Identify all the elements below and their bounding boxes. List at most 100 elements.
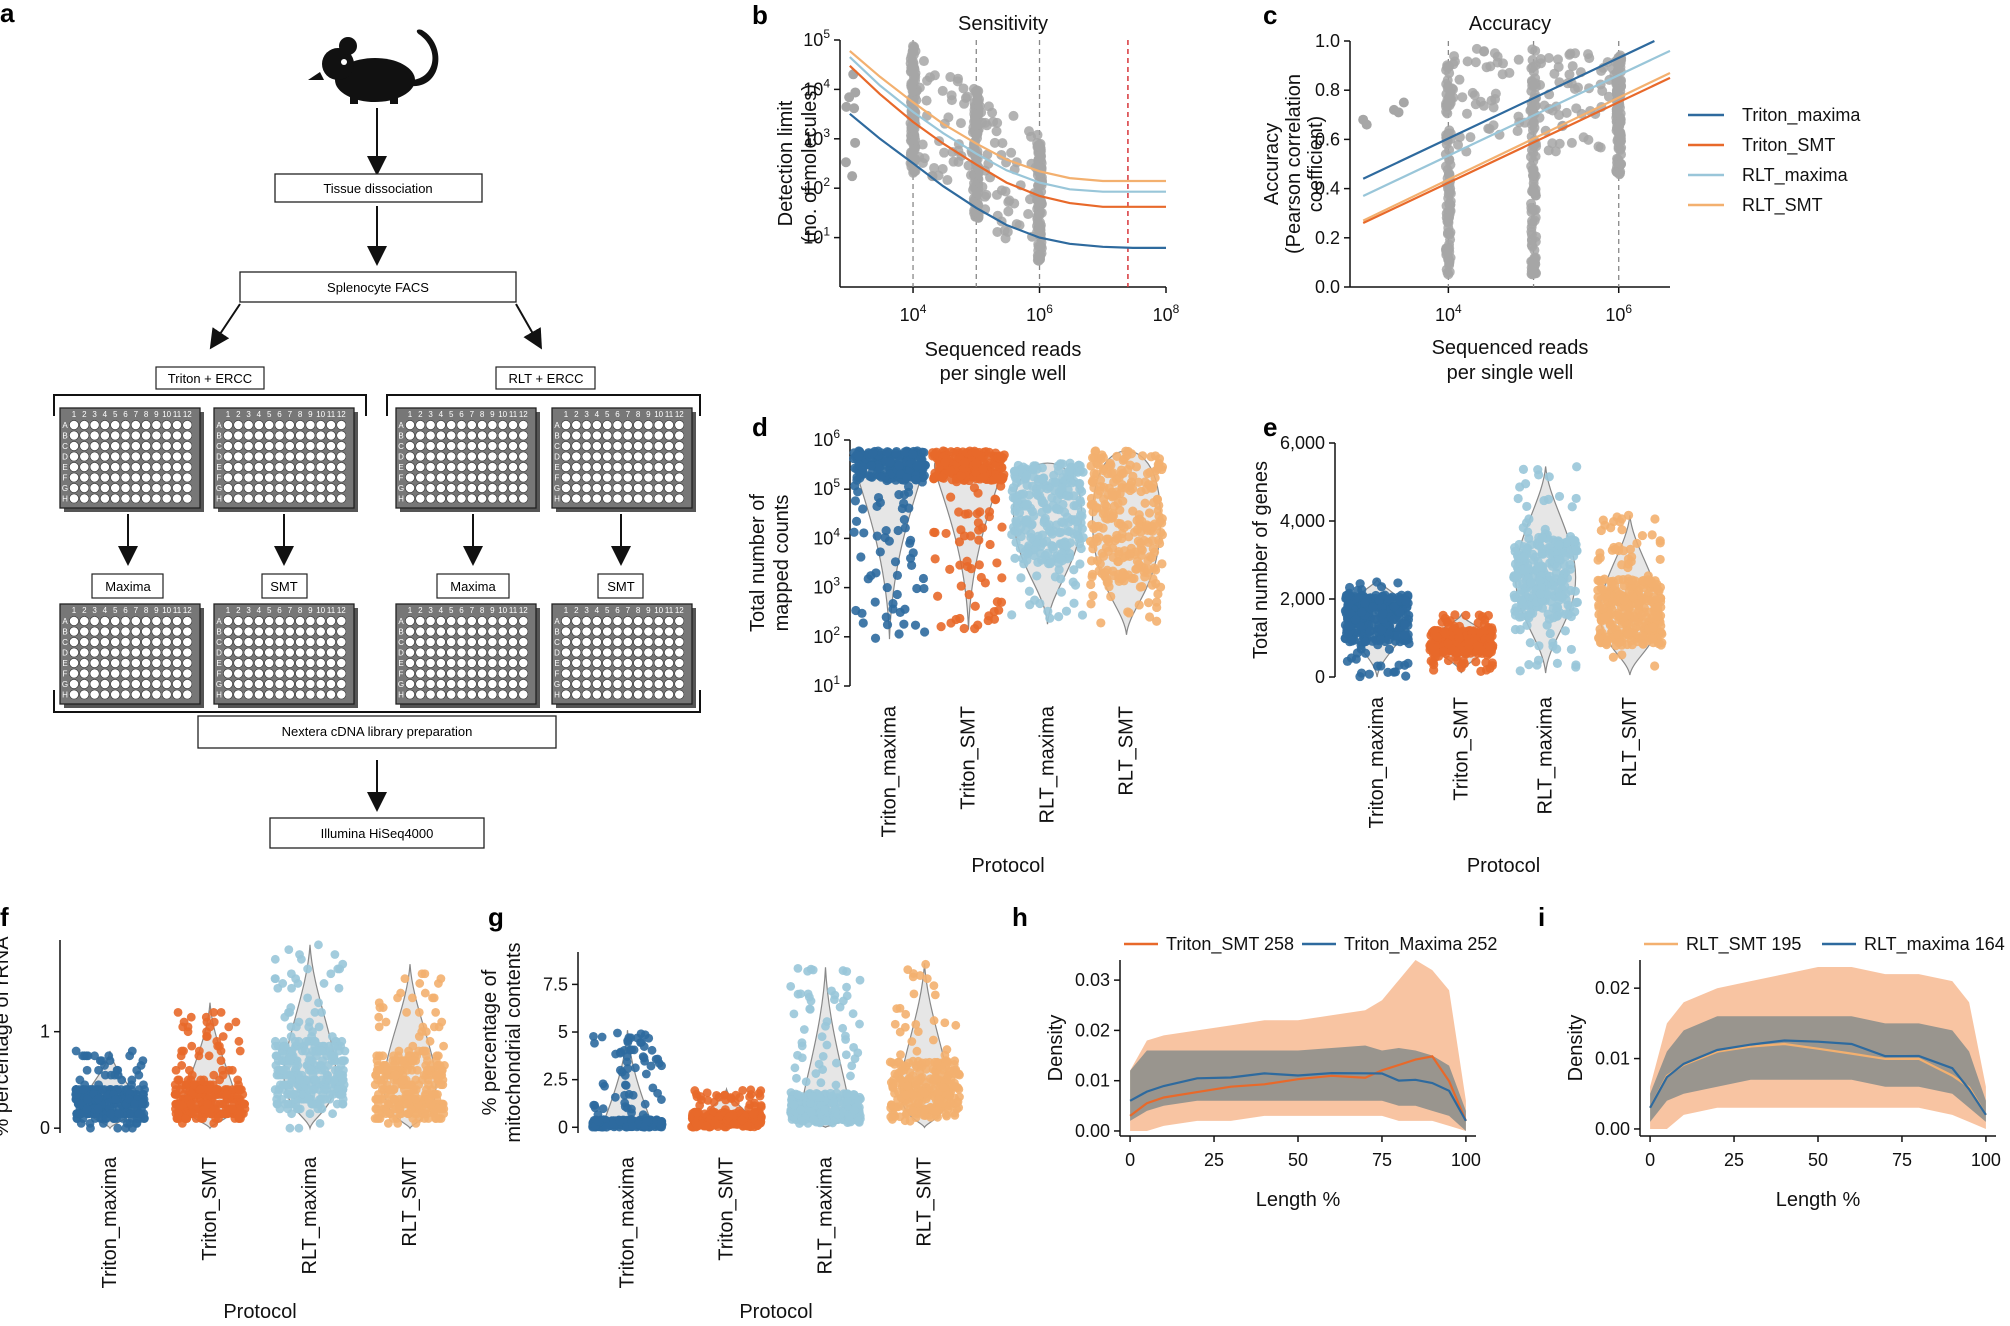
data-point	[1011, 537, 1021, 547]
plate-row-label: E	[554, 659, 559, 668]
plate-well	[161, 420, 172, 430]
data-point	[899, 498, 909, 508]
plate-well	[295, 689, 305, 700]
plate-well	[415, 483, 426, 493]
data-point	[1624, 586, 1634, 597]
plate-well	[151, 679, 162, 689]
plate-well	[435, 668, 446, 679]
data-point	[1130, 527, 1140, 537]
plate-well	[79, 658, 90, 668]
plate-well	[253, 637, 264, 647]
y-tick-label: 104	[813, 525, 840, 548]
plate-well	[243, 420, 254, 430]
plate-well	[592, 658, 602, 668]
data-point	[1570, 536, 1580, 546]
plate-well	[274, 637, 285, 647]
plate-well	[477, 483, 487, 493]
plate-well	[518, 441, 529, 451]
plate-column-label: 2	[574, 410, 579, 419]
data-point	[1647, 530, 1657, 540]
y-tick-label: 101	[813, 673, 840, 696]
plate-well	[69, 626, 79, 637]
data-point	[1000, 233, 1011, 244]
plate-well	[602, 472, 613, 483]
plate-well	[284, 637, 295, 647]
data-point	[1616, 158, 1627, 169]
data-point	[937, 163, 948, 174]
x-tick-label: 108	[1153, 302, 1180, 325]
plate-well	[602, 441, 613, 451]
data-point	[975, 507, 985, 517]
plate-well	[477, 679, 487, 689]
data-point	[1486, 95, 1497, 106]
plate-well	[405, 441, 415, 451]
data-point	[1068, 577, 1078, 587]
plate-well	[141, 626, 151, 637]
plate-column-label: 9	[308, 410, 313, 419]
plate-well	[253, 616, 264, 626]
plate-well	[151, 472, 162, 483]
plate-well	[100, 430, 110, 441]
plate-well	[425, 451, 436, 462]
data-point	[858, 462, 868, 472]
plate-well	[233, 668, 244, 679]
data-point	[890, 557, 901, 567]
plate-well	[466, 679, 477, 689]
data-point	[319, 979, 329, 988]
plate-well	[89, 430, 100, 441]
data-point	[1464, 638, 1474, 648]
plate-row-label: A	[216, 421, 222, 430]
plate-well	[497, 679, 508, 689]
data-point	[1614, 102, 1625, 113]
data-point	[1536, 543, 1547, 553]
plate-column-label: 11	[665, 606, 674, 615]
data-point	[1608, 597, 1618, 607]
plate-well	[456, 668, 467, 679]
plate-well	[592, 430, 602, 441]
plate-well	[592, 637, 602, 647]
data-point	[1445, 87, 1456, 98]
y-axis-label: mapped counts	[771, 495, 793, 632]
plate-well	[274, 658, 285, 668]
plate-well	[487, 637, 498, 647]
plate-row-label: B	[62, 628, 67, 637]
data-point	[1029, 511, 1039, 521]
plate-well	[674, 626, 685, 637]
data-point	[1571, 662, 1581, 672]
data-point	[202, 1032, 211, 1041]
data-point	[1528, 268, 1539, 279]
plate-well	[456, 430, 467, 441]
plate-well	[305, 689, 316, 700]
plate-column-label: 12	[183, 410, 192, 419]
plate-well	[518, 493, 529, 504]
data-point	[840, 157, 851, 168]
plate-row-label: A	[398, 617, 404, 626]
data-point	[98, 1085, 107, 1094]
plate-well	[110, 483, 121, 493]
plate-well	[243, 647, 254, 658]
data-point	[1600, 520, 1610, 530]
plate-well	[674, 616, 685, 626]
plate-well	[233, 616, 244, 626]
plate-well	[243, 689, 254, 700]
plate-well	[622, 493, 633, 504]
plate-well	[643, 430, 654, 441]
plate-well	[151, 616, 162, 626]
plate-row-label: C	[398, 442, 404, 451]
data-point	[326, 969, 336, 979]
data-point	[1118, 455, 1128, 465]
plate-well	[79, 616, 90, 626]
plate-column-label: 5	[449, 606, 454, 615]
plate-well	[653, 451, 664, 462]
data-point	[870, 597, 880, 607]
plate-well	[497, 441, 508, 451]
plate-well	[89, 658, 100, 668]
plate-well	[305, 451, 316, 462]
legend-label: Triton_SMT	[1742, 135, 1835, 156]
plate-well	[653, 441, 664, 451]
plate-well	[497, 483, 508, 493]
plate-well	[497, 647, 508, 658]
triton-bracket	[53, 394, 367, 416]
plate-well	[518, 420, 529, 430]
data-point	[1403, 658, 1413, 668]
